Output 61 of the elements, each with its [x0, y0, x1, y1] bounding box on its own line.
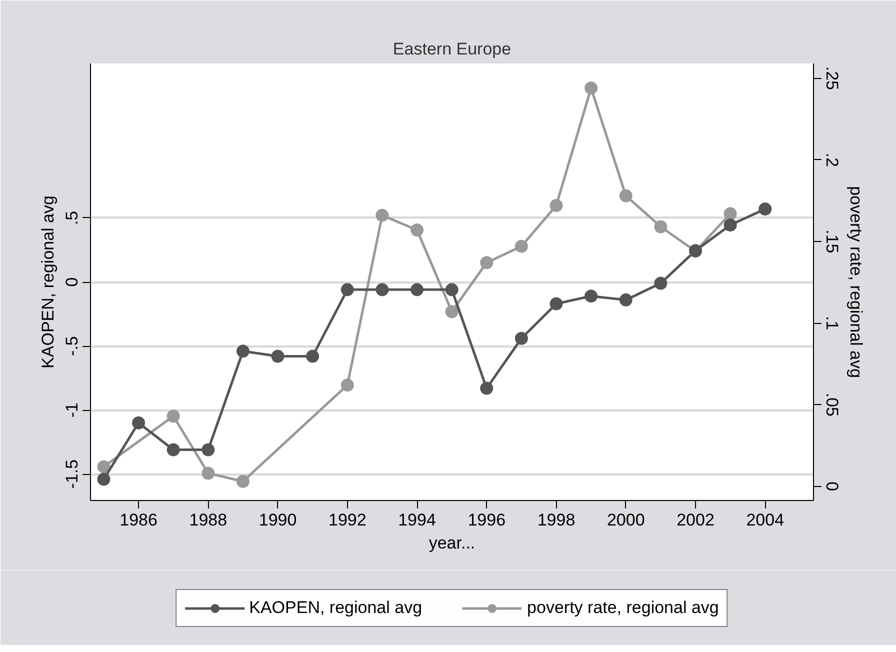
point — [202, 443, 215, 456]
point — [584, 290, 598, 303]
point — [480, 382, 494, 395]
y2-tick-label: .15 — [822, 230, 842, 254]
point — [445, 305, 458, 318]
y-axis-title: KAOPEN, regional avg — [38, 196, 58, 368]
x-tick-label: 1988 — [189, 510, 228, 530]
legend-label: KAOPEN, regional avg — [249, 598, 422, 618]
point — [584, 82, 598, 94]
point — [758, 202, 772, 216]
y-tick-label: -1 — [62, 402, 82, 418]
point — [410, 224, 424, 236]
point — [480, 256, 494, 270]
legend-label: poverty rate, regional avg — [527, 598, 719, 618]
point — [514, 332, 528, 345]
y2-tick-label: .25 — [822, 66, 842, 90]
point — [236, 344, 250, 358]
point — [514, 240, 528, 253]
point — [132, 416, 146, 430]
point — [724, 207, 737, 220]
y2-axis-title: poverty rate, regional avg — [846, 186, 866, 378]
point — [376, 283, 389, 296]
x-tick-label: 1992 — [328, 510, 366, 530]
y-tick-label: .5 — [62, 210, 82, 226]
x-tick-label: 1994 — [398, 510, 436, 530]
point — [340, 378, 354, 392]
x-tick-label: 2002 — [676, 510, 714, 530]
point — [166, 443, 180, 456]
point — [236, 474, 250, 488]
point — [410, 283, 424, 296]
y-tick-label: -.5 — [62, 336, 82, 356]
point — [202, 466, 215, 480]
chart-title: Eastern Europe — [392, 40, 512, 58]
point — [550, 199, 563, 212]
point — [654, 276, 668, 290]
x-tick-label: 2000 — [606, 510, 645, 530]
point — [376, 208, 389, 222]
point — [340, 283, 354, 296]
y-tick-label: -1.5 — [62, 459, 82, 489]
point — [619, 189, 632, 202]
point — [97, 472, 110, 486]
x-tick-label: 1996 — [468, 510, 506, 530]
y2-tick-label: .2 — [822, 152, 842, 167]
x-tick-label: 2004 — [746, 510, 784, 530]
point — [97, 460, 110, 474]
y2-tick-label: .05 — [822, 392, 842, 416]
x-tick-label: 1986 — [120, 510, 158, 530]
x-axis-title: year... — [428, 534, 476, 552]
point — [445, 283, 458, 296]
point — [619, 293, 632, 306]
point — [550, 297, 563, 310]
y2-tick-label: 0 — [822, 482, 842, 492]
point — [724, 218, 737, 232]
point — [654, 220, 668, 234]
x-tick-label: 1998 — [537, 510, 576, 530]
point — [306, 350, 320, 363]
y2-tick-label: .1 — [822, 316, 842, 330]
point — [166, 410, 180, 423]
point — [271, 350, 284, 363]
x-tick-label: 1990 — [258, 510, 297, 530]
y-tick-label: 0 — [62, 277, 82, 287]
